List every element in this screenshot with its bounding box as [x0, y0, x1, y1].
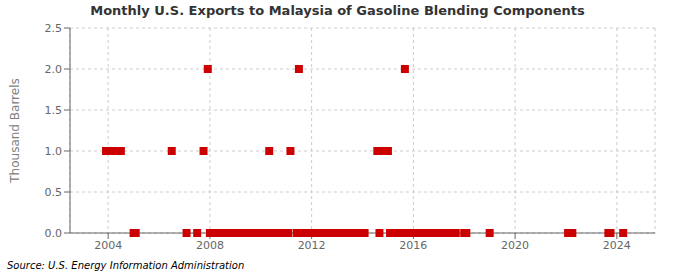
svg-text:2024: 2024: [603, 239, 631, 252]
svg-text:2008: 2008: [196, 239, 224, 252]
svg-text:Thousand Barrels: Thousand Barrels: [8, 78, 22, 183]
svg-text:2.0: 2.0: [45, 63, 63, 76]
svg-text:1.5: 1.5: [45, 104, 63, 117]
svg-text:1.0: 1.0: [45, 145, 63, 158]
html-text:Source: U.S. Energy Informatio: Source: U.S. Energy Information Administ…: [7, 260, 245, 271]
svg-text:2012: 2012: [298, 239, 326, 252]
svg-text:2016: 2016: [399, 239, 427, 252]
svg-text:2020: 2020: [501, 239, 529, 252]
html-text:Monthly U.S. Exports to Malays: Monthly U.S. Exports to Malaysia of Gaso…: [90, 3, 585, 18]
svg-text:2004: 2004: [94, 239, 122, 252]
svg-text:0.5: 0.5: [45, 186, 63, 199]
svg-text:0.0: 0.0: [45, 227, 63, 240]
svg-text:2.5: 2.5: [45, 22, 63, 35]
